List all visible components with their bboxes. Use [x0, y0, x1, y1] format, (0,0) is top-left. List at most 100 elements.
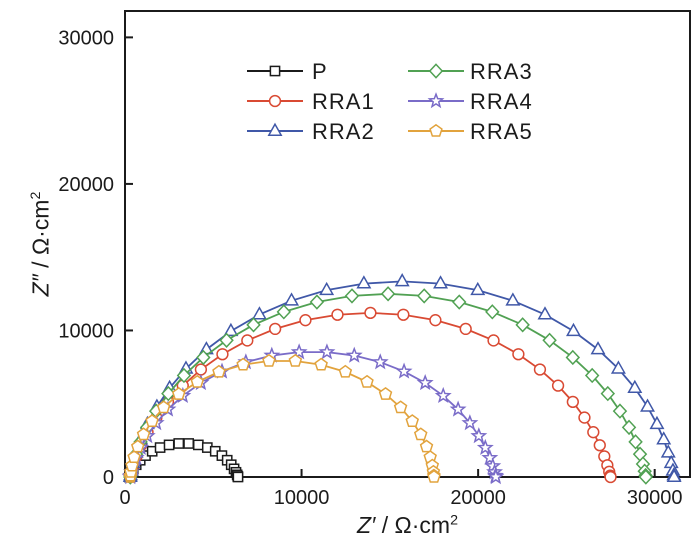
x-axis-unit-exponent: 2 [450, 512, 458, 529]
data-point-marker-pentagon [429, 123, 443, 137]
legend-label-RRA3: RRA3 [470, 59, 533, 84]
data-point-marker-star [427, 92, 445, 109]
data-point-marker-triangle-up [505, 292, 521, 306]
data-point-marker-star [416, 374, 434, 391]
data-point-marker-diamond [428, 63, 444, 79]
data-point-marker-circle [331, 308, 344, 321]
data-point-marker-circle [364, 306, 377, 320]
data-point-marker-pentagon [405, 414, 420, 427]
y-axis-separator: / [27, 255, 54, 275]
data-point-marker-circle [241, 334, 254, 347]
data-point-marker-triangle-up [537, 306, 553, 320]
x-tick-label: 0 [119, 487, 130, 509]
data-point-marker-circle [299, 314, 312, 327]
data-point-marker-diamond [246, 317, 261, 333]
data-point-marker-diamond [515, 317, 530, 333]
data-point-marker-star [487, 468, 505, 485]
data-point-marker-diamond [612, 403, 628, 419]
data-point-marker-square [163, 439, 175, 451]
data-point-marker-triangle-up [267, 122, 283, 136]
data-point-marker-triangle-up [660, 444, 676, 458]
series-RRA1 [124, 306, 617, 484]
series-RRA5 [123, 353, 441, 483]
data-point-marker-diamond [196, 349, 211, 366]
data-point-marker-diamond [638, 469, 654, 485]
data-point-marker-circle [578, 411, 591, 424]
data-point-marker-square [154, 442, 166, 453]
legend-item-RRA5: RRA5 [408, 119, 532, 144]
data-point-marker-circle [397, 308, 410, 321]
data-point-marker-pentagon [145, 414, 159, 427]
data-point-marker-circle [487, 334, 500, 347]
x-tick-label: 30000 [627, 487, 683, 509]
data-point-marker-circle [551, 379, 565, 392]
data-point-marker-circle [512, 348, 525, 361]
data-point-marker-circle [566, 395, 579, 409]
data-point-marker-pentagon [378, 386, 393, 400]
data-point-marker-circle [268, 94, 282, 108]
x-axis-separator: / [375, 512, 395, 538]
data-point-marker-triangle-up [649, 415, 665, 430]
data-point-marker-circle [587, 426, 600, 439]
data-point-marker-pentagon [136, 427, 151, 441]
data-point-marker-pentagon [393, 400, 408, 414]
data-point-marker-triangle-up [656, 431, 672, 445]
data-point-marker-star [318, 343, 336, 360]
data-point-marker-diamond [565, 349, 581, 366]
data-point-marker-square [173, 438, 185, 449]
data-point-marker-diamond [621, 419, 637, 436]
legend-item-P: P [247, 59, 328, 84]
legend-item-RRA1: RRA1 [247, 89, 375, 114]
y-axis-title: Z″ / Ω·cm2 [20, 94, 54, 394]
y-axis-unit: Ω·cm [27, 199, 54, 256]
data-point-marker-circle [429, 314, 442, 327]
data-point-marker-triangle-up [566, 322, 581, 337]
legend-label-RRA4: RRA4 [470, 89, 533, 114]
data-point-marker-pentagon [427, 469, 441, 483]
data-point-marker-triangle-up [590, 341, 606, 355]
data-point-marker-triangle-up [251, 306, 267, 320]
data-point-marker-pentagon [338, 364, 353, 378]
data-point-marker-diamond [584, 367, 600, 384]
data-point-marker-pentagon [212, 364, 226, 378]
legend-label-P: P [312, 59, 328, 84]
y-axis-symbol: Z″ [27, 274, 54, 297]
data-point-marker-pentagon [130, 439, 145, 453]
data-point-marker-diamond [344, 288, 360, 304]
data-point-marker-star [290, 343, 308, 360]
data-point-marker-diamond [380, 286, 396, 302]
data-point-marker-circle [533, 363, 547, 376]
data-point-marker-star [345, 346, 363, 363]
data-point-marker-diamond [176, 367, 192, 384]
data-point-marker-triangle-up [470, 281, 486, 296]
data-point-marker-pentagon [413, 427, 428, 441]
legend-label-RRA1: RRA1 [312, 89, 375, 114]
x-axis-title: Z′ / Ω·cm2 [125, 512, 690, 539]
data-point-marker-pentagon [419, 439, 434, 453]
data-point-marker-pentagon [156, 400, 171, 414]
data-point-marker-square [183, 438, 195, 449]
data-point-marker-diamond [309, 294, 325, 310]
data-point-marker-square [232, 471, 244, 483]
axis-ticks: 0 10000 20000 30000 0 10000 20000 30000 [58, 27, 682, 509]
data-point-marker-diamond [600, 385, 616, 402]
data-point-marker-diamond [276, 304, 292, 320]
y-tick-label: 20000 [58, 174, 114, 196]
data-point-marker-pentagon [127, 450, 141, 463]
data-point-marker-diamond [485, 304, 500, 320]
data-point-marker-pentagon [314, 357, 328, 371]
series-line-RRA5 [129, 360, 435, 478]
data-point-marker-triangle-up [610, 360, 626, 374]
data-point-marker-star [434, 386, 452, 404]
legend-label-RRA2: RRA2 [312, 119, 375, 144]
x-axis-symbol: Z′ [357, 512, 376, 538]
data-point-marker-pentagon [171, 386, 186, 400]
data-point-marker-circle [194, 363, 208, 376]
legend-item-RRA2: RRA2 [247, 119, 375, 144]
data-point-marker-pentagon [288, 353, 303, 367]
data-point-marker-triangle-up [319, 281, 335, 296]
data-point-marker-triangle-up [666, 468, 682, 482]
data-point-marker-pentagon [190, 374, 205, 388]
